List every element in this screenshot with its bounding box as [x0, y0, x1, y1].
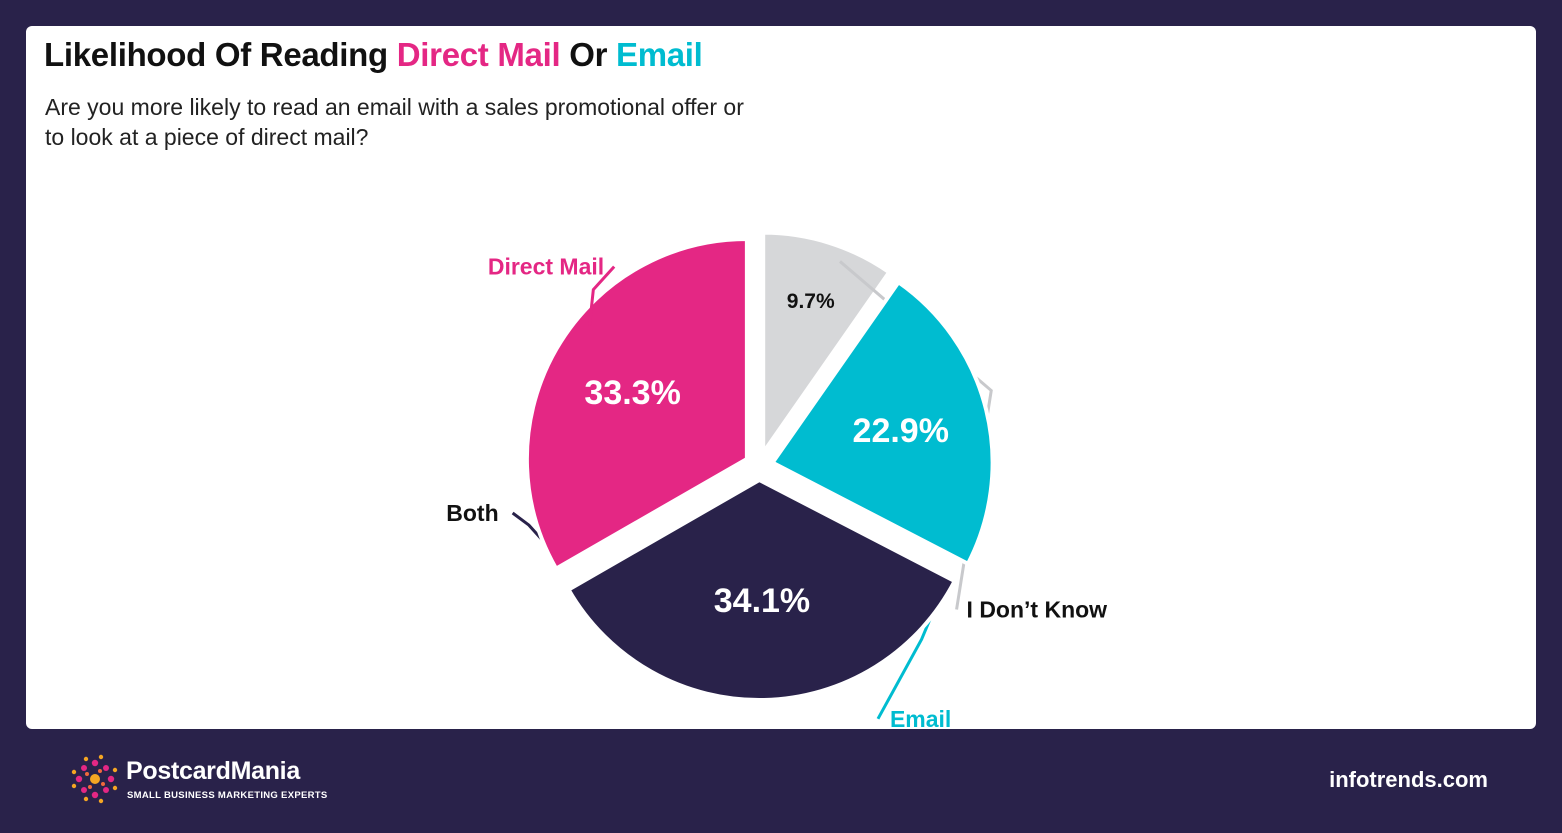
pie-slice-both — [565, 477, 958, 702]
slice-label-email: Email — [890, 706, 951, 732]
slice-value-i-don-t-know: 9.7% — [787, 290, 835, 313]
chart-subtitle: Are you more likely to read an email wit… — [45, 94, 744, 150]
slice-label-i-don-t-know: I Don’t Know — [967, 597, 1108, 623]
slice-value-both: 34.1% — [714, 582, 810, 620]
title-email: Email — [616, 36, 703, 73]
pie-slice-email — [769, 279, 995, 567]
postcardmania-logo-icon — [71, 754, 118, 804]
brand-tagline: SMALL BUSINESS MARKETING EXPERTS — [127, 790, 328, 801]
brand-name: PostcardMania — [126, 757, 300, 785]
pie-slice-direct-mail — [524, 236, 749, 572]
slice-label-both: Both — [446, 500, 498, 526]
pie-slice-i-don-t-know — [761, 230, 892, 460]
slice-value-email: 22.9% — [853, 412, 949, 450]
slice-label-direct-mail: Direct Mail — [488, 254, 604, 280]
title-part-1: Likelihood Of Reading — [44, 36, 397, 73]
slice-value-direct-mail: 33.3% — [584, 374, 680, 412]
title-part-3: Or — [560, 36, 616, 73]
chart-title: Likelihood Of Reading Direct Mail Or Ema… — [44, 36, 703, 74]
leader-line-direct-mail — [587, 265, 616, 326]
source-credit: infotrends.com — [1329, 767, 1488, 792]
title-direct-mail: Direct Mail — [396, 36, 561, 73]
